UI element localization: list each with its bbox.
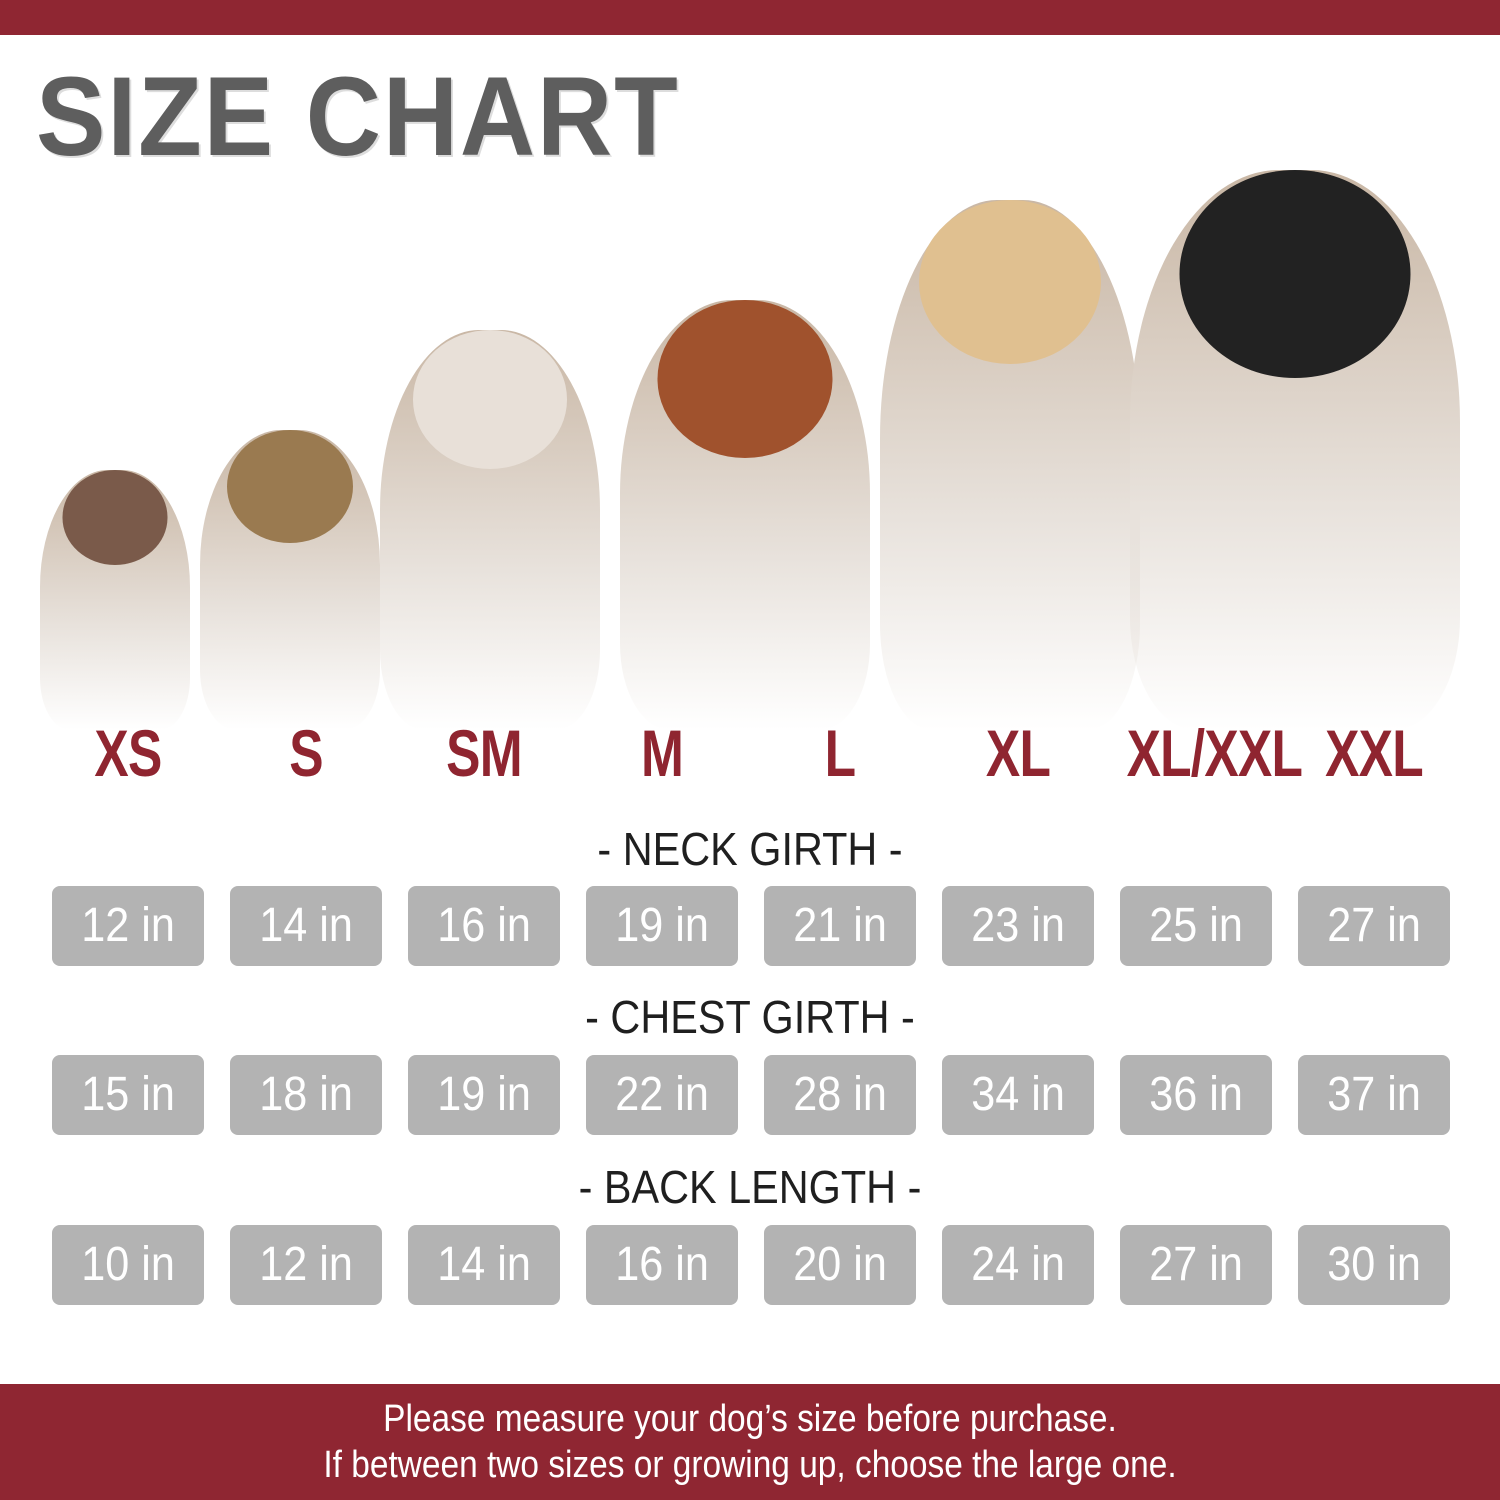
measurement-value: 34 in: [971, 1068, 1065, 1121]
dog-head: [919, 200, 1101, 364]
size-label: XXL: [1325, 716, 1424, 790]
measurement-value: 27 in: [1149, 1238, 1243, 1291]
measurement-value-box: 16 in: [586, 1225, 738, 1305]
measurement-value: 14 in: [437, 1238, 531, 1291]
measurement-value-box: 27 in: [1298, 886, 1450, 966]
measurement-value: 12 in: [81, 899, 175, 952]
dog-photo-golden-retriever: [880, 200, 1140, 730]
dog-photo-beagle: [620, 300, 870, 730]
footer-line-1: Please measure your dog’s size before pu…: [383, 1398, 1117, 1440]
dog-head: [62, 470, 168, 565]
size-labels: XS S SM M L XL XL/XXL XXL: [0, 715, 1500, 790]
measurement-value: 19 in: [437, 1068, 531, 1121]
measurement-value: 12 in: [259, 1238, 353, 1291]
measurement-value-box: 18 in: [230, 1055, 382, 1135]
dog-head: [413, 330, 567, 469]
size-label: SM: [446, 716, 522, 790]
dog-head: [1179, 170, 1411, 378]
measurement-value: 16 in: [615, 1238, 709, 1291]
footer-line-2: If between two sizes or growing up, choo…: [323, 1444, 1177, 1486]
measurement-value-box: 27 in: [1120, 1225, 1272, 1305]
measurement-value-box: 22 in: [586, 1055, 738, 1135]
size-label: M: [640, 716, 684, 790]
measurement-value: 36 in: [1149, 1068, 1243, 1121]
measurement-value-box: 28 in: [764, 1055, 916, 1135]
measurement-value-box: 20 in: [764, 1225, 916, 1305]
measurement-value: 23 in: [971, 899, 1065, 952]
footer-note: Please measure your dog’s size before pu…: [0, 1384, 1500, 1500]
measurement-value: 20 in: [793, 1238, 887, 1291]
size-label: XL: [985, 716, 1051, 790]
measurement-value-box: 23 in: [942, 886, 1094, 966]
size-label: L: [824, 716, 856, 790]
measurement-value-box: 10 in: [52, 1225, 204, 1305]
measurement-value-box: 21 in: [764, 886, 916, 966]
measurement-row: 10 in 12 in 14 in 16 in 20 in 24 in 27 in 30 in: [0, 1225, 1500, 1305]
measurement-value: 24 in: [971, 1238, 1065, 1291]
measurement-row: 15 in 18 in 19 in 22 in 28 in 34 in 36 in 37 in: [0, 1055, 1500, 1135]
size-label: S: [289, 716, 323, 790]
measurement-value-box: 34 in: [942, 1055, 1094, 1135]
measurement-value: 25 in: [1149, 899, 1243, 952]
measurement-value: 15 in: [81, 1068, 175, 1121]
measurement-value: 37 in: [1327, 1068, 1421, 1121]
page-title: SIZE CHART: [36, 54, 680, 179]
measurement-value: 19 in: [615, 899, 709, 952]
measurement-value: 30 in: [1327, 1238, 1421, 1291]
measurement-value-box: 25 in: [1120, 886, 1272, 966]
measurement-heading: - CHEST GIRTH -: [585, 991, 915, 1043]
dog-photo-bernese-mountain-dog: [1130, 170, 1460, 730]
dog-photo-yorkshire-terrier: [200, 430, 380, 730]
size-label: XL/XXL: [1126, 716, 1303, 790]
measurement-heading: - BACK LENGTH -: [578, 1161, 922, 1213]
dog-photo-chihuahua: [40, 470, 190, 730]
measurement-value: 14 in: [259, 899, 353, 952]
measurement-heading: - NECK GIRTH -: [597, 823, 903, 875]
dog-head: [657, 300, 833, 458]
dog-head: [227, 430, 353, 544]
measurement-value-box: 12 in: [230, 1225, 382, 1305]
measurement-value-box: 19 in: [408, 1055, 560, 1135]
size-label: XS: [94, 716, 162, 790]
measurement-value-box: 24 in: [942, 1225, 1094, 1305]
measurement-value: 10 in: [81, 1238, 175, 1291]
measurement-value-box: 16 in: [408, 886, 560, 966]
measurement-value: 27 in: [1327, 899, 1421, 952]
measurement-value: 22 in: [615, 1068, 709, 1121]
measurement-value: 28 in: [793, 1068, 887, 1121]
measurement-value: 21 in: [793, 899, 887, 952]
measurement-value-box: 37 in: [1298, 1055, 1450, 1135]
measurement-row: 12 in 14 in 16 in 19 in 21 in 23 in 25 in 27 in: [0, 886, 1500, 966]
dog-photos: [0, 160, 1500, 730]
measurement-value-box: 14 in: [230, 886, 382, 966]
measurement-value: 18 in: [259, 1068, 353, 1121]
measurement-value-box: 14 in: [408, 1225, 560, 1305]
measurement-value-box: 36 in: [1120, 1055, 1272, 1135]
measurement-value-box: 12 in: [52, 886, 204, 966]
top-banner: [0, 0, 1500, 35]
measurement-value-box: 19 in: [586, 886, 738, 966]
dog-photo-french-bulldog: [380, 330, 600, 730]
measurement-value-box: 15 in: [52, 1055, 204, 1135]
measurement-value-box: 30 in: [1298, 1225, 1450, 1305]
measurement-value: 16 in: [437, 899, 531, 952]
